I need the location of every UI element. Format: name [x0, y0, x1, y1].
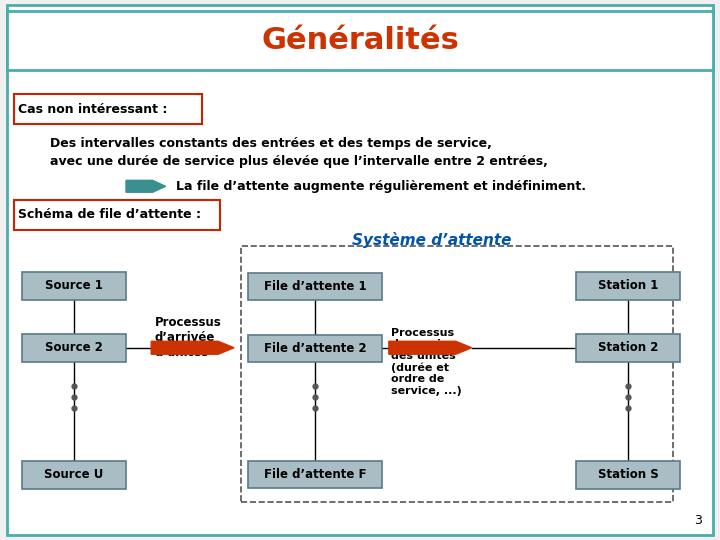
- Bar: [576, 272, 680, 300]
- Text: Station 1: Station 1: [598, 279, 658, 292]
- Text: avec une durée de service plus élevée que l’intervalle entre 2 entrées,: avec une durée de service plus élevée qu…: [50, 156, 548, 168]
- Text: Station 2: Station 2: [598, 341, 658, 354]
- FancyArrow shape: [151, 341, 234, 354]
- Text: Des intervalles constants des entrées et des temps de service,: Des intervalles constants des entrées et…: [50, 137, 492, 150]
- Text: Cas non intéressant :: Cas non intéressant :: [18, 103, 167, 116]
- Text: Système d’attente: Système d’attente: [352, 232, 512, 248]
- FancyArrow shape: [389, 341, 472, 354]
- Bar: [576, 461, 680, 489]
- Text: File d’attente 1: File d’attente 1: [264, 280, 366, 293]
- Bar: [7, 11, 713, 70]
- Bar: [241, 246, 673, 502]
- Text: Source 2: Source 2: [45, 341, 103, 354]
- Text: Source U: Source U: [44, 468, 104, 481]
- Bar: [22, 272, 126, 300]
- Text: Station S: Station S: [598, 468, 659, 481]
- Text: Source 1: Source 1: [45, 279, 103, 292]
- Bar: [248, 273, 382, 300]
- Bar: [14, 94, 202, 124]
- Text: Processus
d’arrivée
d’unités: Processus d’arrivée d’unités: [155, 316, 222, 359]
- Bar: [576, 334, 680, 362]
- Text: File d’attente F: File d’attente F: [264, 468, 366, 481]
- Bar: [14, 200, 220, 230]
- Bar: [248, 461, 382, 488]
- Bar: [248, 335, 382, 362]
- Text: Généralités: Généralités: [261, 26, 459, 55]
- Text: Processus
de service
des unités
(durée et
ordre de
service, ...): Processus de service des unités (durée e…: [391, 327, 462, 396]
- Bar: [22, 334, 126, 362]
- Text: File d’attente 2: File d’attente 2: [264, 342, 366, 355]
- Text: 3: 3: [694, 514, 702, 526]
- FancyArrow shape: [126, 180, 166, 192]
- Bar: [22, 461, 126, 489]
- Text: Schéma de file d’attente :: Schéma de file d’attente :: [18, 208, 201, 221]
- Text: La file d’attente augmente régulièrement et indéfiniment.: La file d’attente augmente régulièrement…: [176, 180, 586, 193]
